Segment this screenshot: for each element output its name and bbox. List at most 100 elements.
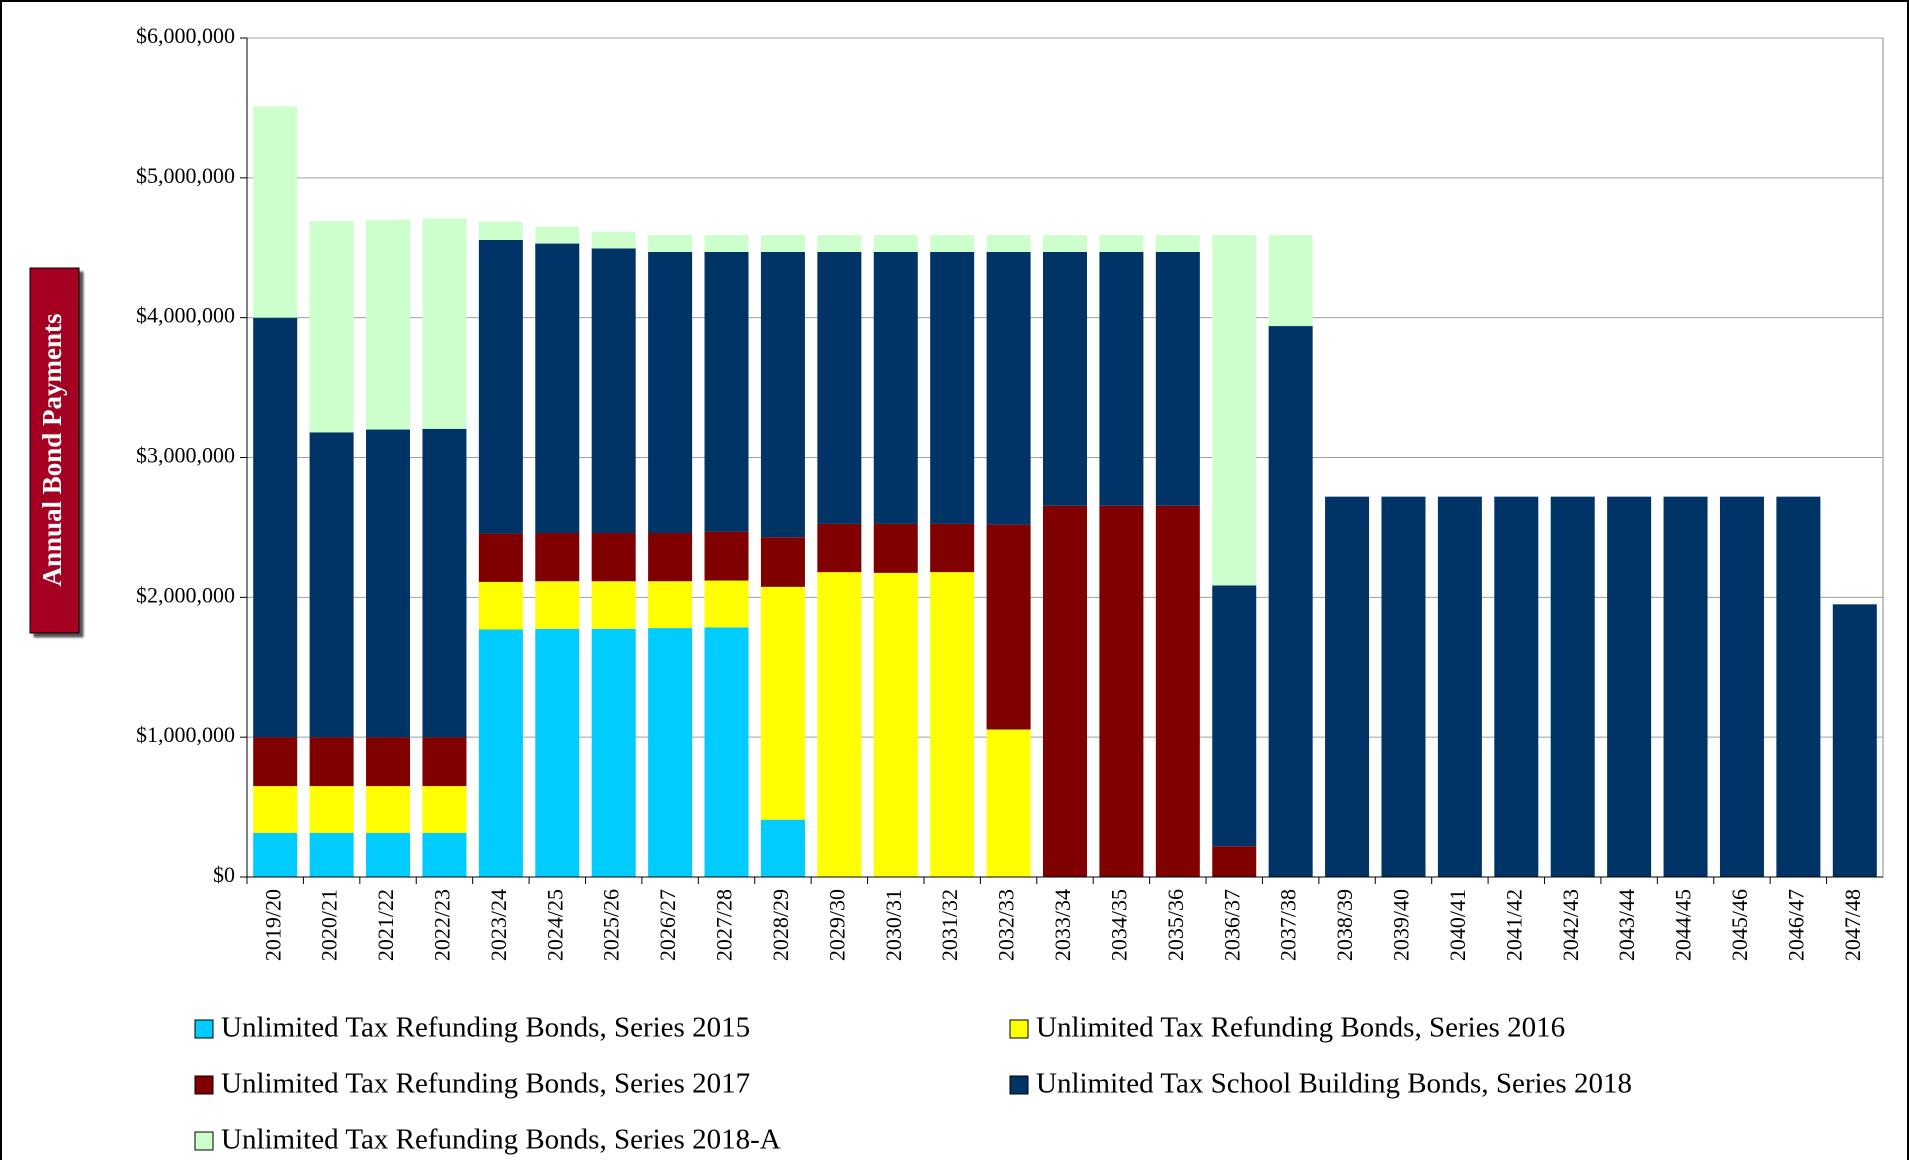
bar-segment <box>1381 496 1426 877</box>
bar-segment <box>704 627 749 877</box>
y-axis-label: Annual Bond Payments <box>37 313 67 586</box>
bar-segment <box>873 251 918 524</box>
y-tick-label: $0 <box>213 862 235 887</box>
legend-swatch <box>1009 1019 1029 1039</box>
bar-segment <box>366 737 411 787</box>
x-tick-label: 2031/32 <box>937 889 962 961</box>
bar-segment <box>817 572 862 877</box>
bar-segment <box>422 786 467 833</box>
bar-segment <box>1494 496 1539 877</box>
bar-segment <box>422 428 467 738</box>
bar-segment <box>535 533 580 582</box>
bar-segment <box>648 628 693 877</box>
bar-segment <box>591 581 636 629</box>
bar-segment <box>253 317 298 738</box>
bar-segment <box>704 580 749 628</box>
bar-segment <box>309 832 354 877</box>
bar-segment <box>704 531 749 581</box>
bar-segment <box>817 235 862 252</box>
bar-segment <box>309 737 354 787</box>
x-tick-label: 2025/26 <box>599 889 624 961</box>
bar-segment <box>309 221 354 433</box>
bar-segment <box>591 533 636 582</box>
legend-swatch <box>194 1019 214 1039</box>
x-tick-label: 2022/23 <box>429 889 454 961</box>
x-tick-label: 2036/37 <box>1219 889 1244 961</box>
y-tick-label: $4,000,000 <box>136 303 235 328</box>
x-tick-label: 2037/38 <box>1276 889 1301 961</box>
y-axis-label-box <box>29 267 80 634</box>
bar-segment <box>930 251 975 524</box>
bar-segment <box>478 221 523 240</box>
x-tick-label: 2023/24 <box>486 889 511 961</box>
y-tick-label: $5,000,000 <box>136 163 235 188</box>
bar-segment <box>422 737 467 787</box>
y-tick-label: $3,000,000 <box>136 443 235 468</box>
bar-segment <box>648 533 693 582</box>
bar-segment <box>478 533 523 582</box>
bar-segment <box>1099 251 1144 506</box>
legend-swatch <box>1009 1075 1029 1095</box>
bar-segment <box>986 524 1031 730</box>
bar-segment <box>1155 505 1200 877</box>
bar-segment <box>817 251 862 524</box>
x-tick-label: 2040/41 <box>1445 889 1470 961</box>
bar-segment <box>1437 496 1482 877</box>
x-tick-label: 2038/39 <box>1332 889 1357 961</box>
x-tick-label: 2043/44 <box>1614 889 1639 961</box>
bar-segment <box>648 251 693 534</box>
x-tick-label: 2044/45 <box>1671 889 1696 961</box>
bar-segment <box>1832 604 1877 877</box>
bar-segment <box>535 243 580 534</box>
x-tick-label: 2029/30 <box>824 889 849 961</box>
bar-segment <box>1663 496 1708 877</box>
x-tick-label: 2020/21 <box>317 889 342 961</box>
bar-segment <box>591 628 636 877</box>
y-tick-label: $6,000,000 <box>136 23 235 48</box>
x-tick-label: 2019/20 <box>260 889 285 961</box>
legend-label: Unlimited Tax Refunding Bonds, Series 20… <box>1036 1012 1565 1044</box>
bar-segment <box>253 832 298 877</box>
x-tick-label: 2030/31 <box>881 889 906 961</box>
bar-segment <box>366 429 411 738</box>
legend-swatch <box>194 1075 214 1095</box>
x-tick-label: 2026/27 <box>655 889 680 961</box>
legend-label: Unlimited Tax Refunding Bonds, Series 20… <box>221 1012 750 1044</box>
bar-segment <box>648 235 693 252</box>
x-tick-label: 2041/42 <box>1501 889 1526 961</box>
bar-segment <box>535 226 580 244</box>
bar-segment <box>253 786 298 833</box>
bar-segment <box>1099 505 1144 877</box>
bar-segment <box>930 523 975 573</box>
x-tick-label: 2032/33 <box>994 889 1019 961</box>
bar-segment <box>704 235 749 252</box>
bar-segment <box>873 523 918 573</box>
bar-segment <box>1155 235 1200 252</box>
bar-segment <box>309 432 354 738</box>
x-tick-label: 2045/46 <box>1727 889 1752 961</box>
bar-segment <box>986 251 1031 525</box>
bar-segment <box>1268 326 1313 878</box>
bar-segment <box>1325 496 1370 877</box>
bar-segment <box>535 581 580 629</box>
bar-segment <box>1607 496 1652 877</box>
bar-segment <box>760 251 805 538</box>
bar-segment <box>817 523 862 573</box>
legend-swatch <box>194 1131 214 1151</box>
x-tick-label: 2039/40 <box>1389 889 1414 961</box>
bar-segment <box>760 537 805 587</box>
bar-segment <box>1099 235 1144 252</box>
x-tick-label: 2035/36 <box>1163 889 1188 961</box>
y-tick-label: $2,000,000 <box>136 582 235 607</box>
bar-segment <box>1212 585 1257 847</box>
bar-segment <box>1155 251 1200 506</box>
bar-segment <box>366 219 411 430</box>
legend-label: Unlimited Tax School Building Bonds, Ser… <box>1036 1068 1632 1100</box>
bar-segment <box>1719 496 1764 877</box>
bar-segment <box>253 106 298 318</box>
x-tick-label: 2027/28 <box>712 889 737 961</box>
bar-segment <box>1776 496 1821 877</box>
x-tick-label: 2034/35 <box>1106 889 1131 961</box>
